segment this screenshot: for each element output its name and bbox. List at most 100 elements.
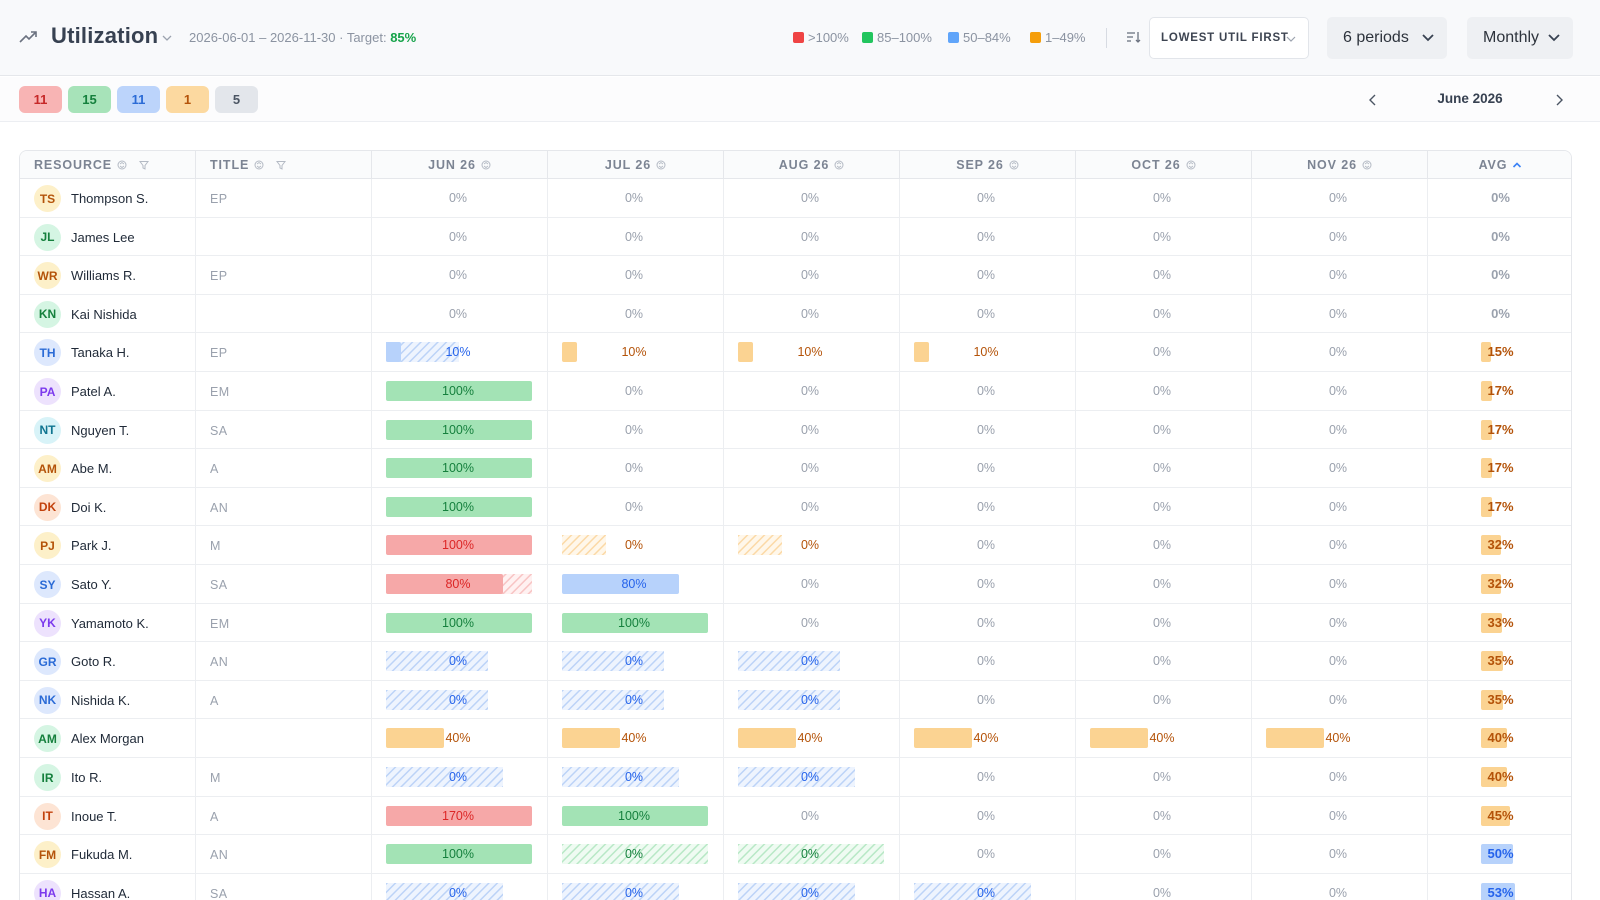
utilization-cell[interactable]: 0% [372, 256, 548, 295]
table-row[interactable]: KN Kai Nishida 0% 0% 0% 0% 0% 0% 0% [20, 294, 1571, 334]
utilization-cell[interactable]: 0% [1252, 758, 1428, 796]
table-row[interactable]: JL James Lee 0% 0% 0% 0% 0% 0% 0% [20, 217, 1571, 257]
utilization-cell[interactable]: 100% [548, 796, 724, 835]
resource-cell[interactable]: IR Ito R. [20, 758, 196, 796]
resource-cell[interactable]: TS Thompson S. [20, 179, 196, 217]
utilization-cell[interactable]: 0% [724, 796, 900, 835]
utilization-cell[interactable]: 0% [900, 758, 1076, 796]
utilization-cell[interactable]: 0% [900, 796, 1076, 835]
column-header-month[interactable]: JUL 26 [548, 151, 724, 179]
utilization-cell[interactable]: 0% [1252, 565, 1428, 603]
utilization-cell[interactable]: 100% [372, 835, 548, 874]
resource-cell[interactable]: GR Goto R. [20, 642, 196, 681]
utilization-cell[interactable]: 0% [1076, 294, 1252, 333]
column-header-resource[interactable]: RESOURCE [20, 151, 196, 179]
utilization-cell[interactable]: 0% [548, 294, 724, 333]
utilization-cell[interactable]: 0% [900, 873, 1076, 900]
sort-dropdown[interactable]: LOWEST UTIL FIRST [1149, 17, 1309, 59]
utilization-cell[interactable]: 0% [1076, 179, 1252, 217]
utilization-cell[interactable]: 0% [724, 179, 900, 217]
filter-icon[interactable] [276, 160, 287, 170]
resource-cell[interactable]: PJ Park J. [20, 526, 196, 565]
sort-toggle-icon[interactable] [481, 160, 491, 170]
resource-name[interactable]: Doi K. [71, 499, 107, 515]
table-row[interactable]: PA Patel A. EM 100% 0% 0% 0% 0% 0% 17% [20, 372, 1571, 411]
sort-toggle-icon[interactable] [254, 160, 264, 170]
resource-cell[interactable]: DK Doi K. [20, 487, 196, 526]
utilization-cell[interactable]: 0% [1076, 256, 1252, 295]
utilization-cell[interactable]: 10% [372, 333, 548, 372]
utilization-cell[interactable]: 100% [372, 487, 548, 526]
utilization-cell[interactable]: 0% [1076, 835, 1252, 874]
utilization-cell[interactable]: 0% [1252, 526, 1428, 565]
filter-pill[interactable]: 11 [117, 86, 160, 113]
utilization-cell[interactable]: 0% [372, 217, 548, 256]
table-row[interactable]: IR Ito R. M 0% 0% 0% 0% 0% 0% 40% [20, 758, 1571, 797]
table-row[interactable]: NK Nishida K. A 0% 0% 0% 0% 0% 0% 35% [20, 680, 1571, 720]
table-row[interactable]: TS Thompson S. EP 0% 0% 0% 0% 0% 0% 0% [20, 179, 1571, 218]
utilization-cell[interactable]: 80% [372, 565, 548, 603]
utilization-cell[interactable]: 0% [1076, 372, 1252, 410]
resource-name[interactable]: Goto R. [71, 654, 116, 670]
utilization-cell[interactable]: 40% [900, 719, 1076, 758]
utilization-cell[interactable]: 0% [1076, 603, 1252, 642]
resource-name[interactable]: Nguyen T. [71, 422, 130, 438]
utilization-cell[interactable]: 0% [548, 526, 724, 565]
table-row[interactable]: IT Inoue T. A 170% 100% 0% 0% 0% 0% 45% [20, 796, 1571, 836]
utilization-cell[interactable]: 0% [1252, 873, 1428, 900]
utilization-cell[interactable]: 0% [900, 217, 1076, 256]
utilization-cell[interactable]: 0% [1252, 256, 1428, 295]
utilization-cell[interactable]: 0% [548, 873, 724, 900]
resource-name[interactable]: Tanaka H. [71, 345, 130, 361]
resource-cell[interactable]: YK Yamamoto K. [20, 603, 196, 642]
table-row[interactable]: NT Nguyen T. SA 100% 0% 0% 0% 0% 0% 17% [20, 410, 1571, 450]
utilization-cell[interactable]: 0% [1076, 333, 1252, 372]
sort-ascending-icon[interactable] [1512, 161, 1522, 169]
utilization-cell[interactable]: 0% [372, 179, 548, 217]
resource-name[interactable]: Ito R. [71, 770, 103, 785]
utilization-cell[interactable]: 0% [724, 449, 900, 488]
column-header-month[interactable]: JUN 26 [372, 151, 548, 179]
resource-name[interactable]: James Lee [71, 229, 135, 245]
resource-name[interactable]: Alex Morgan [71, 731, 144, 747]
resource-name[interactable]: Hassan A. [71, 885, 131, 900]
column-header-avg[interactable]: AVG [1428, 151, 1571, 179]
utilization-cell[interactable]: 0% [900, 526, 1076, 565]
utilization-cell[interactable]: 0% [548, 372, 724, 410]
utilization-cell[interactable]: 0% [1252, 410, 1428, 449]
utilization-cell[interactable]: 0% [724, 526, 900, 565]
utilization-cell[interactable]: 0% [372, 642, 548, 681]
utilization-cell[interactable]: 0% [724, 642, 900, 681]
utilization-cell[interactable]: 0% [1076, 565, 1252, 603]
utilization-cell[interactable]: 40% [1076, 719, 1252, 758]
sort-toggle-icon[interactable] [1362, 160, 1372, 170]
column-header-month[interactable]: SEP 26 [900, 151, 1076, 179]
utilization-cell[interactable]: 0% [900, 642, 1076, 681]
utilization-cell[interactable]: 0% [1252, 603, 1428, 642]
resource-cell[interactable]: NK Nishida K. [20, 680, 196, 719]
table-row[interactable]: AM Alex Morgan 40% 40% 40% 40% 40% 40% 40% [20, 719, 1571, 758]
table-row[interactable]: SY Sato Y. SA 80% 80% 0% 0% 0% 0% 32% [20, 565, 1571, 604]
utilization-cell[interactable]: 0% [548, 835, 724, 874]
resource-cell[interactable]: SY Sato Y. [20, 565, 196, 603]
page-title[interactable]: Utilization [51, 23, 159, 48]
utilization-cell[interactable]: 0% [724, 487, 900, 526]
utilization-cell[interactable]: 0% [900, 565, 1076, 603]
table-row[interactable]: PJ Park J. M 100% 0% 0% 0% 0% 0% 32% [20, 526, 1571, 565]
resource-name[interactable]: Inoue T. [71, 808, 118, 824]
utilization-cell[interactable]: 0% [1252, 449, 1428, 488]
chevron-down-icon[interactable] [162, 33, 172, 43]
utilization-cell[interactable]: 40% [372, 719, 548, 758]
utilization-cell[interactable]: 0% [1252, 796, 1428, 835]
utilization-cell[interactable]: 0% [724, 680, 900, 719]
utilization-cell[interactable]: 0% [548, 680, 724, 719]
utilization-cell[interactable]: 0% [724, 294, 900, 333]
column-header-title[interactable]: TITLE [196, 151, 372, 179]
utilization-cell[interactable]: 0% [900, 603, 1076, 642]
resource-name[interactable]: Thompson S. [71, 191, 149, 206]
filter-icon[interactable] [139, 160, 150, 170]
table-row[interactable]: GR Goto R. AN 0% 0% 0% 0% 0% 0% 35% [20, 642, 1571, 681]
utilization-cell[interactable]: 0% [724, 603, 900, 642]
utilization-cell[interactable]: 0% [1076, 642, 1252, 681]
resource-cell[interactable]: HA Hassan A. [20, 873, 196, 900]
